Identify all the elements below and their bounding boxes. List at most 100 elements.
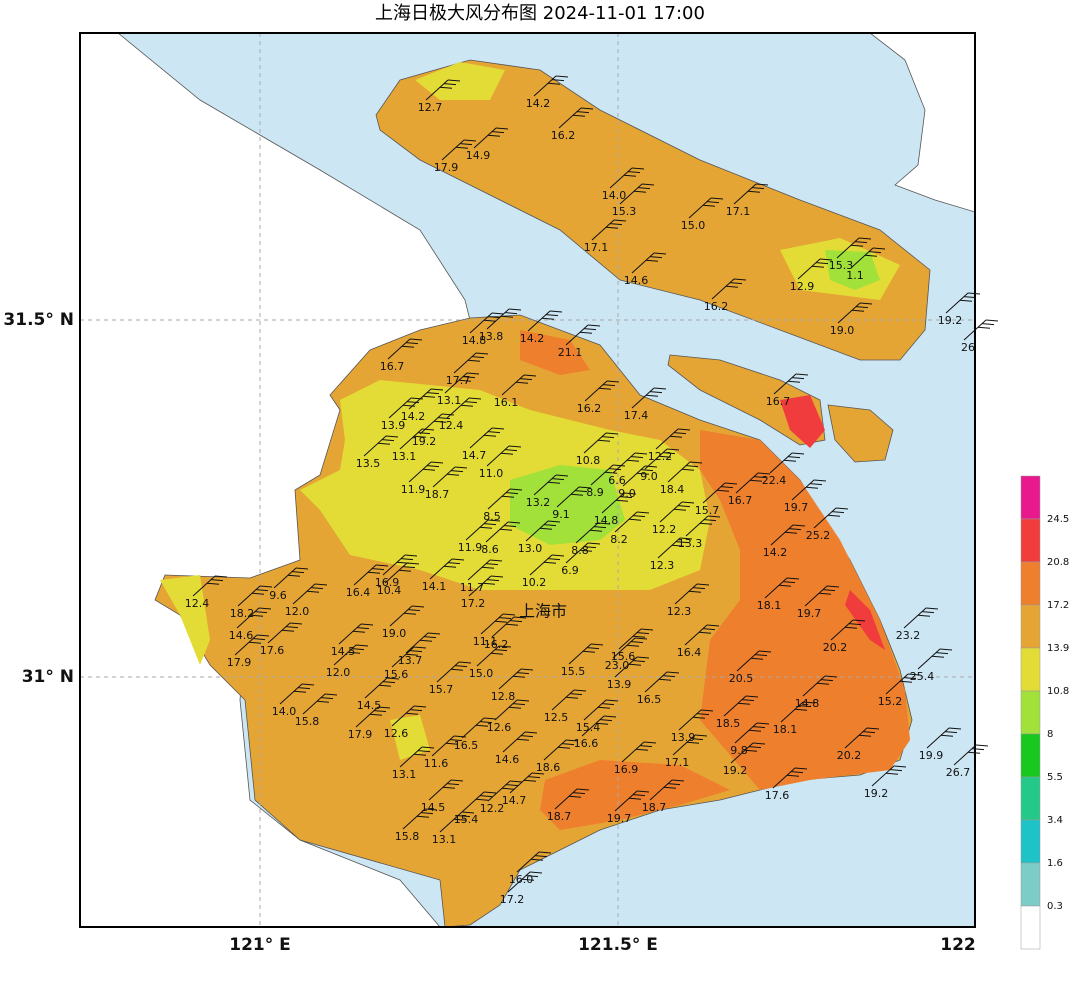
barb-tick [632,660,646,663]
wind-barb [685,515,721,537]
barb-tick [725,285,739,288]
barb-tick [464,401,478,404]
wind-barb [736,650,772,672]
wind-barb [502,731,538,753]
barb-tick [603,715,617,718]
barb-tick [251,592,265,595]
barb-tick [794,767,808,770]
station-value: 26.7 [946,766,971,779]
wind-barb [850,247,886,269]
barb-tick [499,528,513,531]
barb-tick [413,753,427,756]
wind-barb [486,308,522,330]
wind-barb [461,791,497,813]
wind-barb [565,542,601,564]
place-label: 上海市 [519,602,567,621]
barb-tick [509,780,523,783]
wind-barb [419,413,455,435]
barb-tick [583,328,597,331]
barb-tick [451,558,465,561]
station-value: 12.7 [418,101,443,114]
barb-tick [671,779,685,782]
barb-tick [293,690,307,693]
wind-barb [802,675,838,697]
wind-barb [429,558,465,580]
wind-barb [926,727,962,749]
wind-barb [558,107,594,129]
wind-barb [338,623,374,645]
wind-barb [733,183,769,205]
barb-tick [459,143,473,146]
barb-tick [561,743,575,746]
station-value: 18.7 [547,810,572,823]
barb-tick [486,579,500,582]
barb-tick [985,319,999,322]
wind-barb [273,567,309,589]
barb-tick [416,815,430,818]
station-value: 15.8 [295,715,320,728]
barb-tick [579,549,593,552]
barb-tick [503,525,517,528]
station-value: 10.8 [576,454,601,467]
barb-tick [855,306,869,309]
barb-tick [447,79,461,82]
wind-barb [384,562,420,584]
barb-tick [491,427,505,430]
barb-tick [639,745,653,748]
wind-barb [267,622,303,644]
wind-barb [772,767,808,789]
wind-barb [525,520,561,542]
frame [79,32,976,928]
barb-tick [369,713,383,716]
barb-tick [851,309,865,312]
wind-barb [659,501,695,523]
barb-tick [692,716,706,719]
barb-tick [505,492,519,495]
station-value: 17.1 [726,205,751,218]
barb-tick [491,131,505,134]
barb-tick [377,442,391,445]
barb-tick [790,771,804,774]
wind-barb [614,511,650,533]
wind-barb [871,765,907,787]
wind-barb [601,492,637,514]
barb-tick [534,855,548,858]
barb-tick [574,490,588,493]
barb-tick [501,495,515,498]
barb-tick [516,738,530,741]
barb-tick [248,641,262,644]
barb-tick [859,302,873,305]
colorbar-label: 0.3 [1047,901,1063,912]
wind-barb [494,699,530,721]
barb-tick [813,479,827,482]
wind-barb [591,219,627,241]
barb-tick [975,744,989,747]
station-value: 16.6 [574,737,599,750]
barb-tick [619,496,633,499]
barb-tick [378,684,392,687]
station-value: 16.4 [677,646,702,659]
wind-barb [618,628,654,650]
wind-barb [734,722,770,744]
wind-barb [444,372,480,394]
barb-tick [757,472,771,475]
station-value: 16.1 [494,396,519,409]
barb-tick [531,772,545,775]
barb-tick [702,628,716,631]
barb-tick [461,811,475,814]
wind-barb [192,575,228,597]
barb-tick [405,653,419,656]
station-value: 14.8 [462,334,487,347]
barb-tick [667,783,681,786]
barb-tick [516,672,530,675]
barb-tick [406,562,420,565]
barb-tick [753,476,767,479]
wind-barb [388,397,424,419]
barb-tick [640,469,654,472]
barb-tick [599,719,613,722]
wind-barb [353,564,389,586]
barb-tick [623,174,637,177]
station-value: 14.7 [462,449,487,462]
barb-tick [462,376,476,379]
wind-barb [302,693,338,715]
